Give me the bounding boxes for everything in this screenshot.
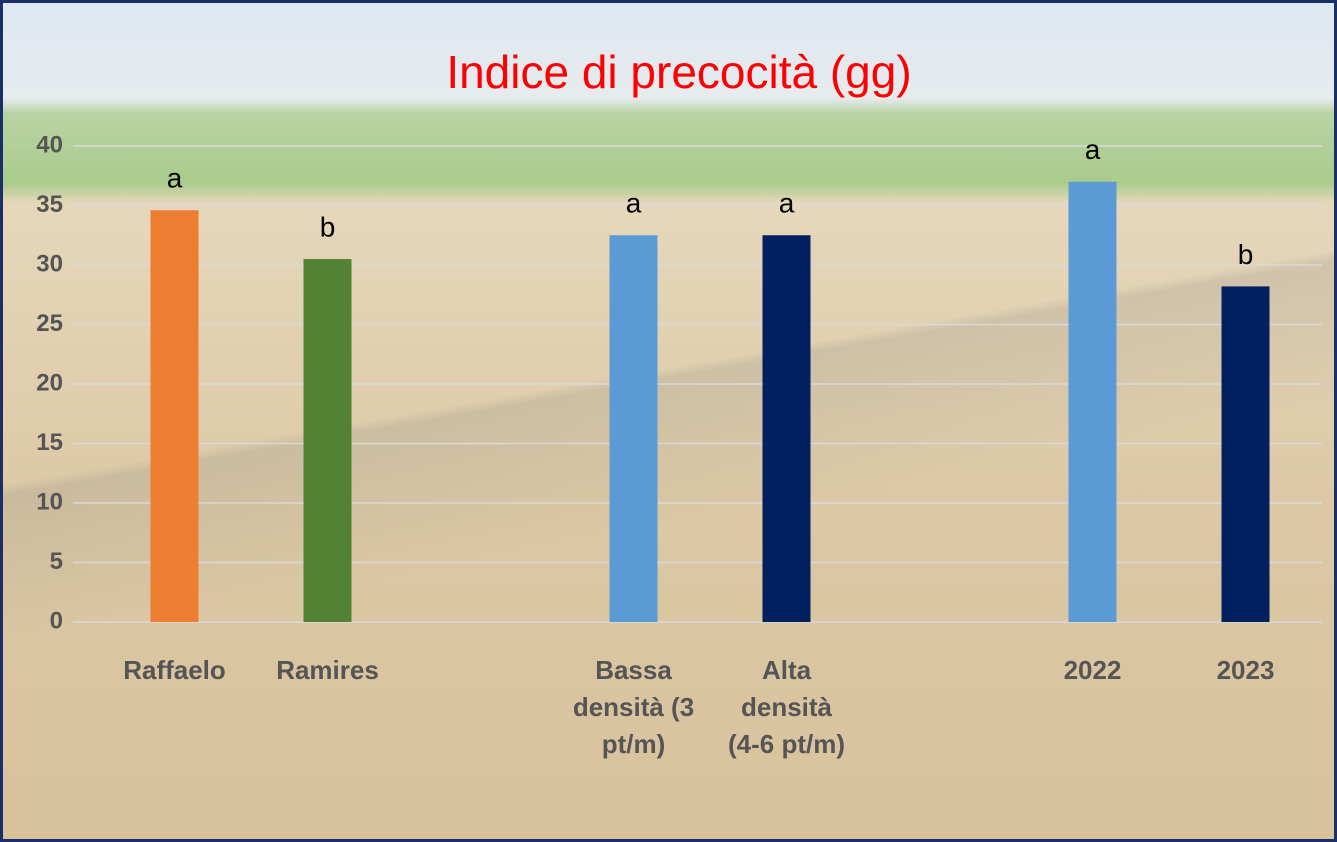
- x-tick-label: 2023: [1181, 652, 1311, 689]
- bar: [610, 235, 658, 622]
- chart-title: Indice di precocità (gg): [446, 46, 911, 98]
- x-tick-label: 2022: [1028, 652, 1158, 689]
- y-tick-label: 15: [36, 429, 63, 456]
- x-tick-label: Raffaelo: [110, 652, 240, 689]
- bar: [1069, 182, 1117, 622]
- x-tick-label: Ramires: [263, 652, 393, 689]
- x-tick-label: Bassa densità (3 pt/m): [569, 652, 699, 763]
- x-tick-label: Alta densità (4-6 pt/m): [722, 652, 852, 763]
- y-tick-label: 10: [36, 488, 63, 515]
- bar: [151, 210, 199, 622]
- y-tick-label: 35: [36, 191, 63, 218]
- significance-letter: b: [320, 211, 336, 242]
- significance-letter: a: [167, 163, 183, 194]
- y-tick-label: 20: [36, 369, 63, 396]
- y-tick-label: 0: [50, 607, 63, 634]
- significance-letter: a: [779, 188, 795, 219]
- y-tick-label: 30: [36, 250, 63, 277]
- significance-letter: a: [1085, 134, 1101, 165]
- slide: Indice di precocità (gg) 0 5 10 15 20 25 30 35 4…: [0, 0, 1337, 842]
- bar: [763, 235, 811, 622]
- bar: [1222, 286, 1270, 622]
- bar: [304, 259, 352, 622]
- significance-letter: a: [626, 188, 642, 219]
- y-tick-label: 25: [36, 310, 63, 337]
- y-tick-label: 5: [50, 548, 63, 575]
- y-tick-label: 40: [36, 131, 63, 158]
- significance-letter: b: [1238, 239, 1254, 270]
